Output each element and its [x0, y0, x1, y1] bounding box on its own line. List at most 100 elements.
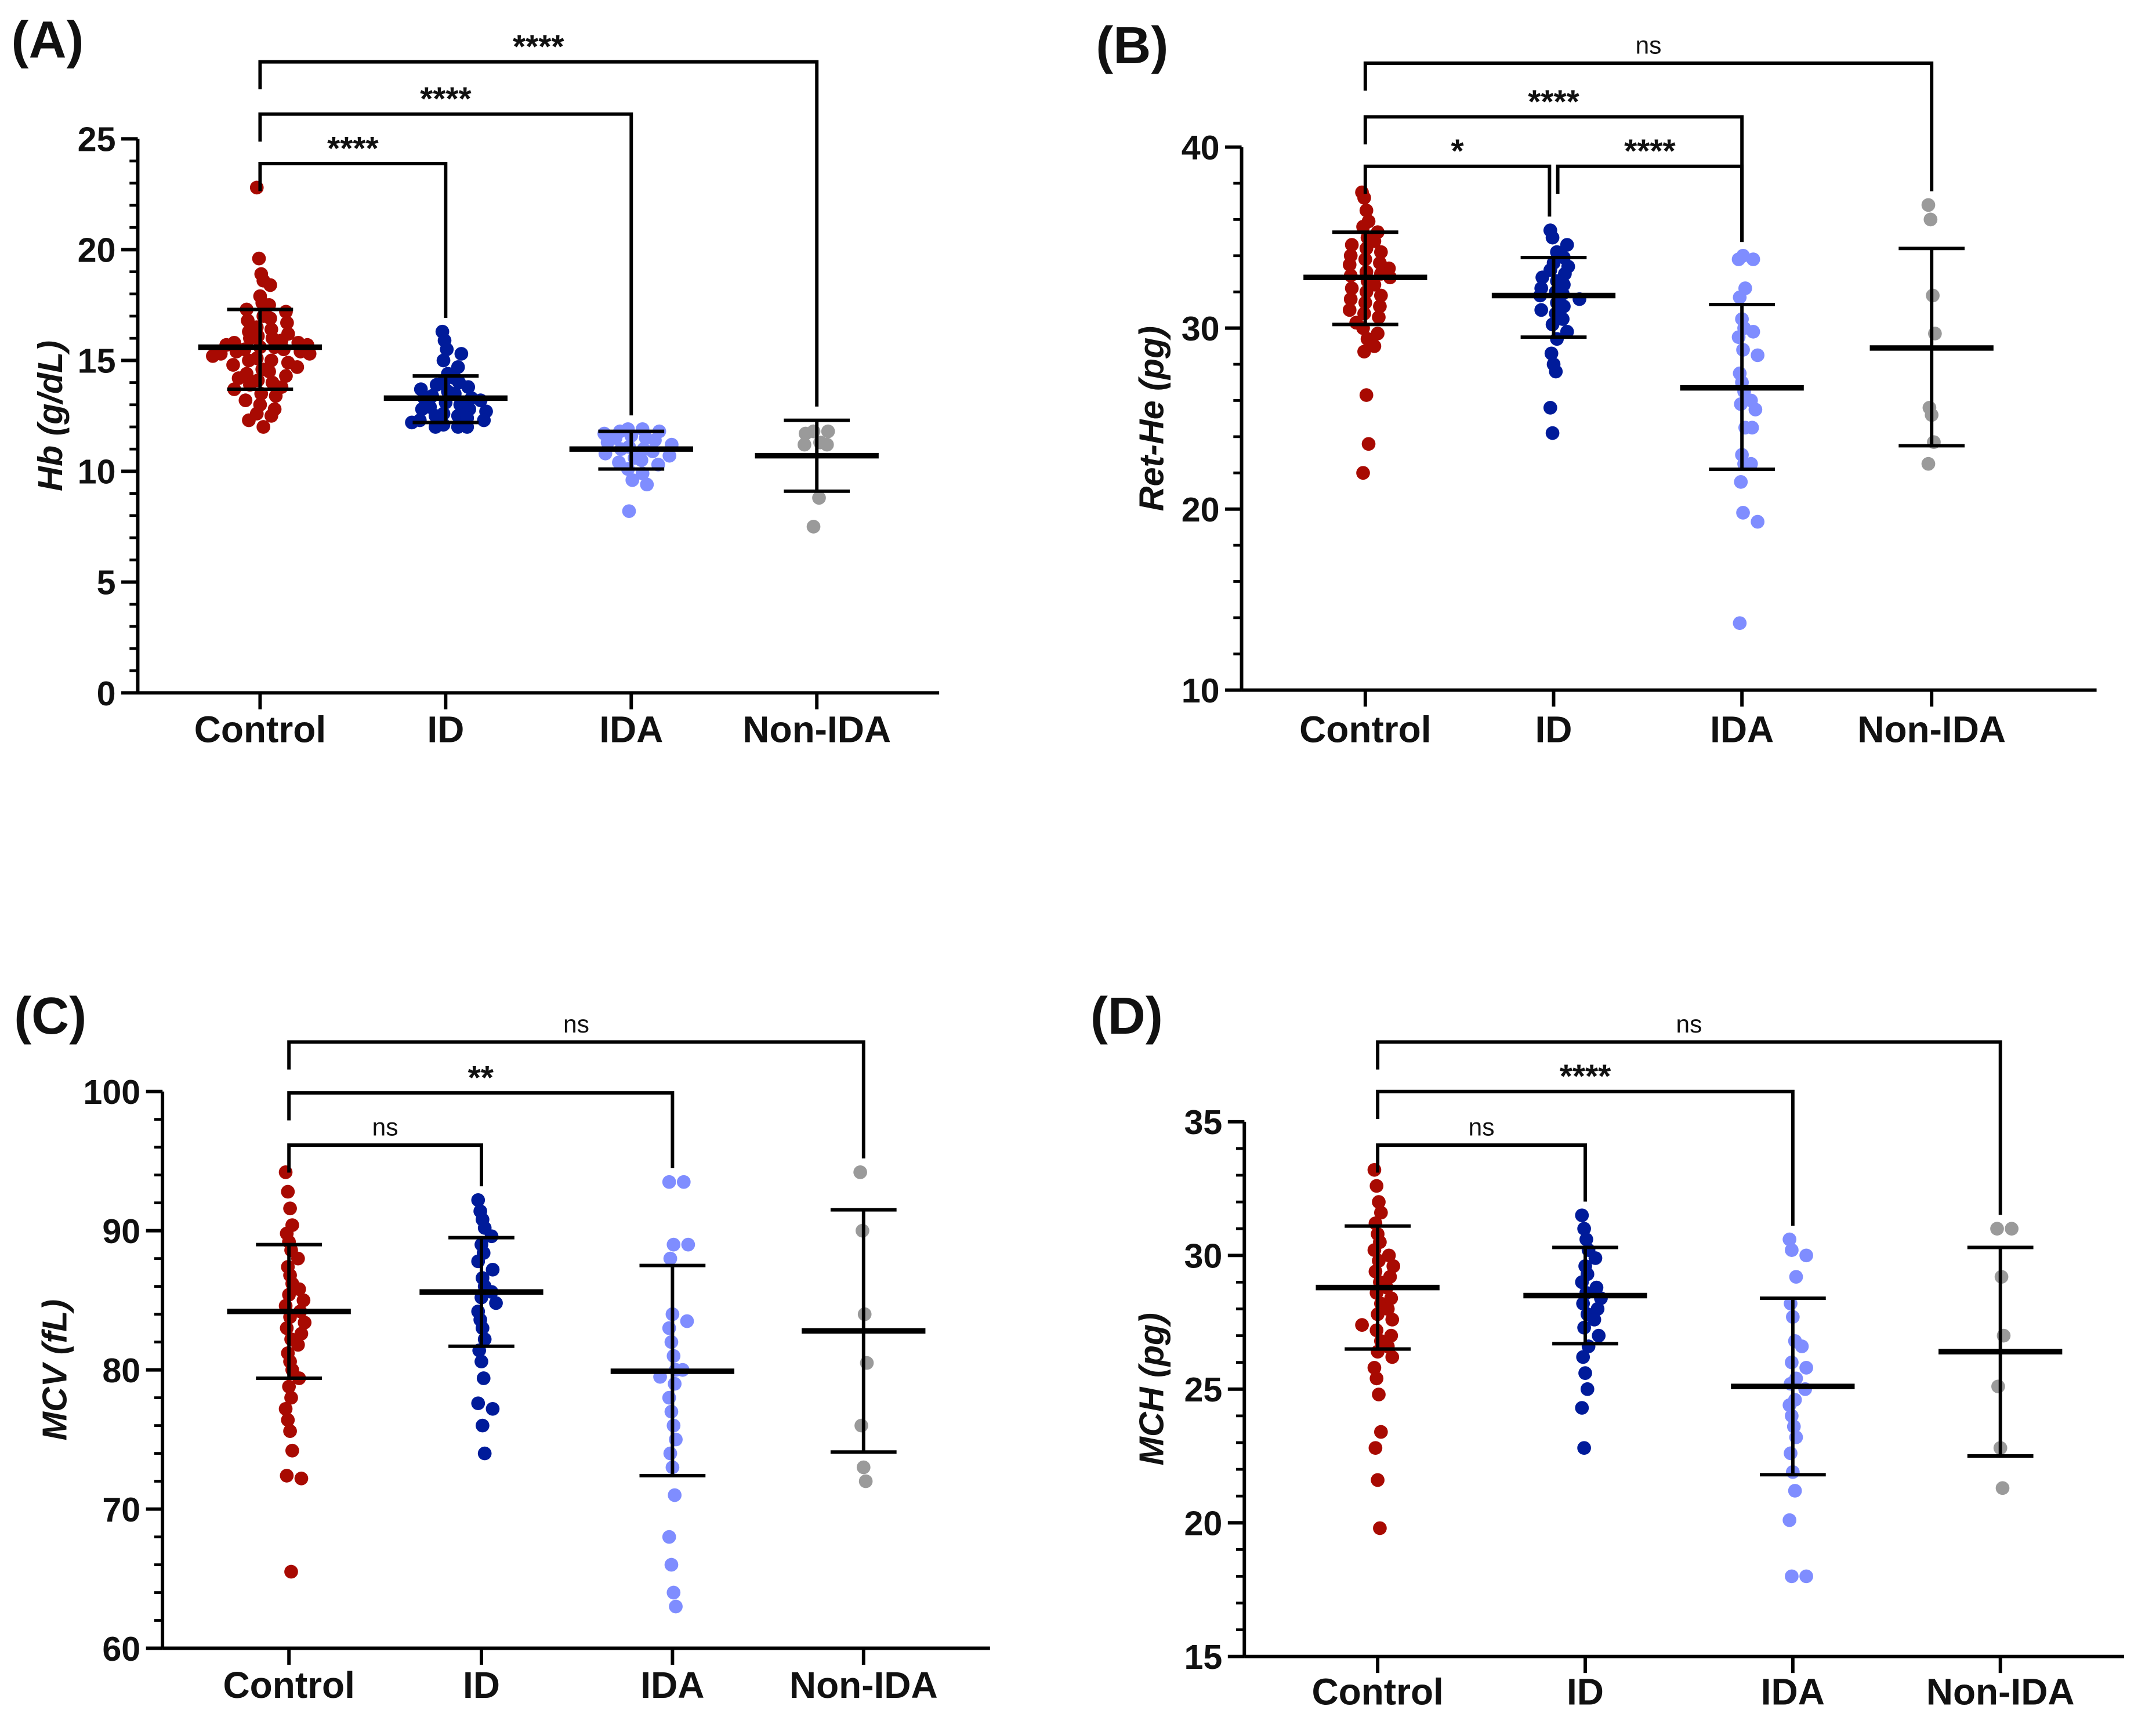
y-tick-label: 80 — [102, 1351, 140, 1390]
data-point-control — [281, 1413, 295, 1427]
data-point-id — [1560, 238, 1574, 252]
x-tick-label: IDA — [1710, 709, 1774, 751]
data-point-id — [1587, 1313, 1601, 1327]
significance-bracket — [1376, 1089, 1795, 1226]
significance-label: ns — [1469, 1114, 1495, 1142]
data-point-id — [428, 409, 443, 423]
data-point-id — [1578, 1366, 1592, 1380]
data-point-non-ida — [1995, 1481, 2010, 1495]
data-point-ida — [668, 1377, 682, 1391]
data-point-control — [1361, 437, 1376, 451]
x-tick-label: Non-IDA — [1926, 1671, 2075, 1713]
data-point-id — [477, 1446, 492, 1461]
panel-label: (B) — [1096, 16, 1168, 75]
y-axis-label: MCH (pg) — [1132, 1313, 1171, 1465]
x-tick-label: Non-IDA — [742, 709, 891, 751]
data-point-id — [1579, 1232, 1593, 1247]
data-point-control — [242, 413, 256, 428]
x-tick-label: Non-IDA — [789, 1664, 938, 1706]
data-point-control — [206, 349, 220, 363]
data-point-control — [1372, 1195, 1386, 1209]
data-point-ida — [1736, 506, 1750, 520]
data-point-ida — [1744, 457, 1758, 471]
data-point-control — [263, 278, 277, 292]
data-point-id — [1589, 1280, 1604, 1295]
data-point-control — [1373, 299, 1387, 314]
x-tick-label: ID — [1535, 709, 1572, 751]
data-point-control — [1371, 1473, 1385, 1487]
data-point-ida — [669, 1599, 683, 1614]
data-point-control — [302, 347, 317, 361]
data-point-control — [278, 1401, 293, 1416]
data-point-control — [296, 1293, 311, 1307]
data-point-non-ida — [858, 1474, 873, 1488]
significance-bracket — [287, 1143, 483, 1187]
data-point-control — [1372, 1388, 1386, 1401]
y-axis-label: Ret-He (pg) — [1132, 326, 1171, 511]
data-point-control — [1384, 1291, 1398, 1305]
data-point-control — [282, 1379, 296, 1394]
data-point-ida — [1782, 1232, 1797, 1247]
data-point-control — [1357, 191, 1371, 205]
data-point-control — [1342, 258, 1357, 272]
data-point-control — [1374, 245, 1388, 259]
data-point-control — [269, 389, 283, 403]
data-point-ida — [1748, 403, 1763, 416]
data-point-control — [238, 393, 253, 408]
data-point-control — [294, 1327, 309, 1341]
significance-bracket — [258, 60, 819, 407]
significance-label: **** — [1560, 1059, 1611, 1095]
significance-bracket — [287, 1091, 675, 1168]
y-tick-label: 35 — [1184, 1103, 1222, 1142]
data-point-ida — [666, 1237, 681, 1252]
data-point-control — [284, 1390, 298, 1405]
data-point-control — [1367, 1361, 1382, 1375]
significance-label: ns — [563, 1010, 589, 1038]
data-point-id — [1545, 426, 1560, 440]
data-point-control — [1382, 1248, 1396, 1263]
data-point-control — [1380, 1302, 1395, 1316]
data-point-non-ida — [798, 437, 811, 452]
data-point-control — [1385, 1350, 1400, 1364]
data-point-control — [298, 1316, 312, 1330]
data-point-ida — [1751, 515, 1765, 529]
data-point-id — [471, 1193, 485, 1207]
data-point-ida — [1745, 421, 1759, 435]
y-tick-label: 10 — [1182, 671, 1220, 710]
data-point-non-ida — [1921, 198, 1936, 212]
significance-bracket — [1376, 1040, 2002, 1215]
data-point-control — [1345, 238, 1359, 252]
data-point-control — [256, 420, 270, 434]
data-point-id — [1575, 1208, 1589, 1223]
significance-bracket — [287, 1040, 865, 1159]
data-point-id — [1556, 312, 1570, 326]
y-axis-label: Hb (g/dL) — [31, 340, 70, 491]
data-point-ida — [676, 1175, 691, 1189]
panel-label: (D) — [1090, 987, 1163, 1045]
data-point-ida — [666, 1585, 681, 1600]
y-tick-label: 20 — [1184, 1504, 1222, 1543]
x-tick-label: IDA — [599, 709, 663, 751]
x-tick-label: Control — [223, 1664, 354, 1706]
data-point-control — [1383, 1270, 1397, 1284]
data-point-ida — [664, 1557, 679, 1572]
y-tick-label: 70 — [102, 1490, 140, 1529]
data-point-id — [477, 413, 491, 428]
data-point-ida — [1782, 1513, 1797, 1527]
data-point-control — [284, 1564, 298, 1579]
data-point-id — [1543, 401, 1557, 415]
data-point-control — [283, 1424, 297, 1439]
data-point-control — [1355, 1318, 1369, 1332]
data-point-ida — [1734, 474, 1748, 489]
data-point-id — [474, 1354, 488, 1369]
data-point-control — [231, 371, 246, 385]
data-point-control — [292, 1282, 306, 1296]
data-point-id — [471, 1396, 485, 1411]
x-tick-label: Control — [1311, 1671, 1443, 1713]
data-point-id — [1534, 303, 1549, 317]
y-tick-label: 90 — [102, 1212, 140, 1251]
y-tick-label: 15 — [1184, 1638, 1222, 1676]
data-point-ida — [1736, 248, 1750, 263]
y-tick-label: 10 — [78, 452, 116, 491]
data-point-id — [1577, 1222, 1591, 1236]
